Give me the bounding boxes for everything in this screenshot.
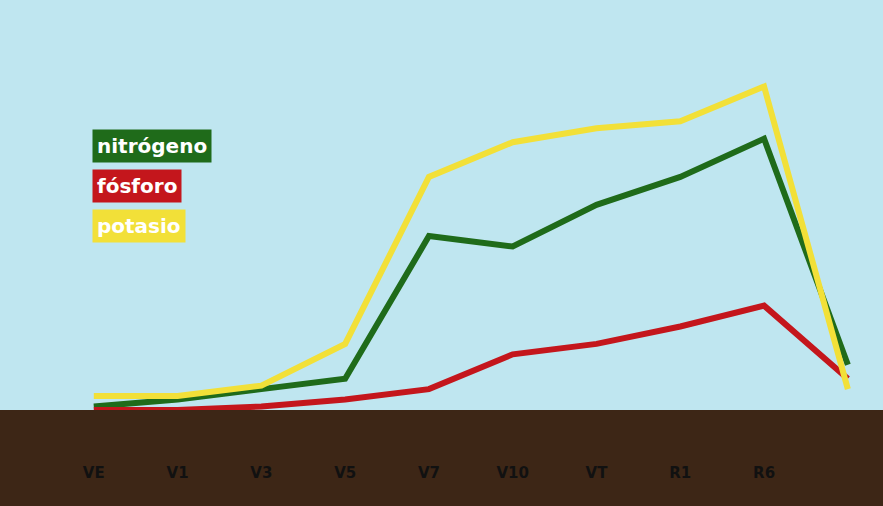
svg-text:V5: V5 [334, 464, 356, 482]
svg-text:nitrógeno: nitrógeno [97, 134, 207, 158]
svg-text:V7: V7 [418, 464, 440, 482]
svg-text:VT: VT [586, 464, 609, 482]
svg-text:V10: V10 [496, 464, 528, 482]
svg-text:potasio: potasio [97, 214, 181, 238]
svg-text:V1: V1 [167, 464, 189, 482]
svg-text:V3: V3 [250, 464, 272, 482]
svg-text:R6: R6 [753, 464, 775, 482]
svg-text:R1: R1 [669, 464, 691, 482]
svg-text:fósforo: fósforo [97, 174, 177, 198]
svg-text:VE: VE [83, 464, 105, 482]
